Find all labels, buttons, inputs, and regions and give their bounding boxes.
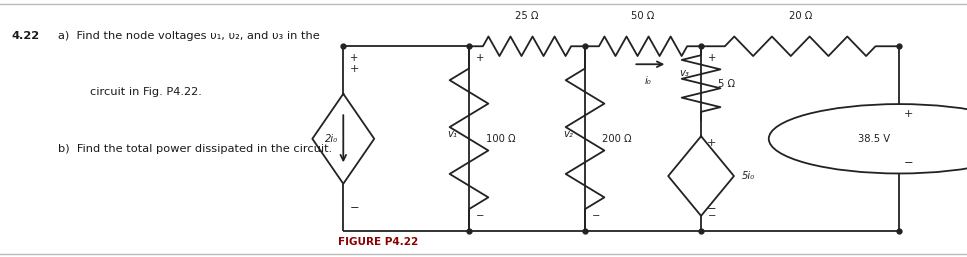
Text: +: + xyxy=(350,53,359,63)
Text: v₃: v₃ xyxy=(680,68,689,78)
Text: v₂: v₂ xyxy=(564,129,573,139)
Text: −: − xyxy=(350,203,360,213)
Text: FIGURE P4.22: FIGURE P4.22 xyxy=(338,237,419,247)
Text: +: + xyxy=(708,53,717,63)
Text: +: + xyxy=(350,65,360,74)
Text: −: − xyxy=(592,211,601,221)
Text: b)  Find the total power dissipated in the circuit.: b) Find the total power dissipated in th… xyxy=(58,144,333,154)
Text: 200 Ω: 200 Ω xyxy=(602,134,632,144)
Text: i₀: i₀ xyxy=(645,76,651,86)
Text: 38.5 V: 38.5 V xyxy=(858,134,890,144)
Text: 25 Ω: 25 Ω xyxy=(515,11,539,21)
Text: −: − xyxy=(476,211,484,221)
Text: 20 Ω: 20 Ω xyxy=(788,11,812,21)
Text: +: + xyxy=(476,53,484,63)
Text: −: − xyxy=(707,204,717,214)
Text: +: + xyxy=(707,139,717,148)
Text: 2i₀: 2i₀ xyxy=(325,134,338,144)
Text: +: + xyxy=(904,109,914,119)
Text: −: − xyxy=(708,211,717,221)
Text: 100 Ω: 100 Ω xyxy=(486,134,516,144)
Text: 5 Ω: 5 Ω xyxy=(718,79,736,88)
Text: circuit in Fig. P4.22.: circuit in Fig. P4.22. xyxy=(90,87,202,97)
Text: 4.22: 4.22 xyxy=(12,31,40,41)
Text: v₁: v₁ xyxy=(448,129,457,139)
Text: a)  Find the node voltages υ₁, υ₂, and υ₃ in the: a) Find the node voltages υ₁, υ₂, and υ₃… xyxy=(58,31,320,41)
Text: 5i₀: 5i₀ xyxy=(742,171,755,181)
Text: 50 Ω: 50 Ω xyxy=(631,11,655,21)
Text: −: − xyxy=(904,158,914,168)
